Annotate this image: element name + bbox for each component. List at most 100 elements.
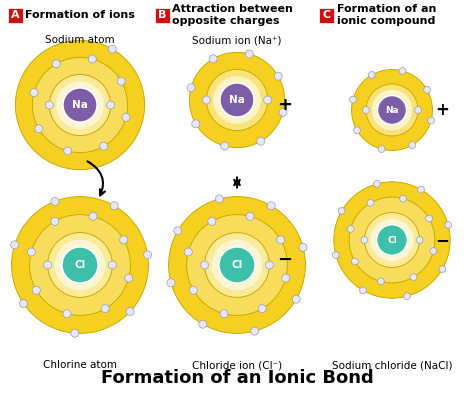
Circle shape <box>109 261 117 269</box>
Circle shape <box>365 213 419 267</box>
Circle shape <box>371 218 413 261</box>
Circle shape <box>52 60 60 68</box>
Circle shape <box>117 77 125 85</box>
Circle shape <box>415 107 421 113</box>
Circle shape <box>410 274 417 280</box>
Circle shape <box>169 197 305 333</box>
Text: A: A <box>11 10 19 20</box>
Circle shape <box>366 84 418 136</box>
Circle shape <box>64 147 72 155</box>
Text: B: B <box>158 10 166 20</box>
Circle shape <box>282 274 290 282</box>
Circle shape <box>416 237 423 243</box>
Circle shape <box>62 247 98 283</box>
Circle shape <box>187 214 287 315</box>
Circle shape <box>122 113 130 121</box>
Circle shape <box>144 251 152 259</box>
Circle shape <box>108 45 116 53</box>
Circle shape <box>119 236 128 244</box>
Circle shape <box>368 71 375 78</box>
Circle shape <box>51 217 59 226</box>
Circle shape <box>199 320 207 328</box>
Circle shape <box>189 286 197 294</box>
Circle shape <box>267 202 275 210</box>
Circle shape <box>19 299 27 308</box>
Circle shape <box>409 142 416 149</box>
Circle shape <box>125 274 133 282</box>
Circle shape <box>167 279 175 287</box>
Circle shape <box>11 197 148 333</box>
Circle shape <box>334 182 450 298</box>
Circle shape <box>46 101 54 109</box>
Text: Na: Na <box>385 105 399 115</box>
Circle shape <box>56 81 104 129</box>
Circle shape <box>51 198 59 205</box>
Circle shape <box>201 261 209 269</box>
Circle shape <box>219 247 255 283</box>
Circle shape <box>428 117 435 124</box>
Circle shape <box>30 89 38 97</box>
Circle shape <box>374 181 380 187</box>
Text: Formation of ions: Formation of ions <box>25 10 135 20</box>
Circle shape <box>15 40 145 169</box>
Circle shape <box>29 214 130 315</box>
Circle shape <box>363 107 369 113</box>
Circle shape <box>361 237 368 243</box>
FancyBboxPatch shape <box>8 8 22 23</box>
Circle shape <box>206 70 268 131</box>
Circle shape <box>292 295 300 303</box>
Circle shape <box>44 261 52 269</box>
Circle shape <box>426 215 432 222</box>
Circle shape <box>265 261 273 269</box>
Circle shape <box>190 53 284 148</box>
Circle shape <box>221 142 228 150</box>
Circle shape <box>47 233 112 297</box>
Circle shape <box>399 68 406 74</box>
Text: −: − <box>435 231 449 249</box>
Circle shape <box>202 96 210 104</box>
Circle shape <box>209 55 217 63</box>
Circle shape <box>367 199 374 206</box>
Circle shape <box>126 308 134 316</box>
Text: Sodium atom: Sodium atom <box>45 35 115 45</box>
Circle shape <box>205 233 269 297</box>
FancyBboxPatch shape <box>155 8 170 23</box>
Circle shape <box>372 90 412 130</box>
Text: Cl: Cl <box>387 235 397 245</box>
Circle shape <box>349 96 356 103</box>
Circle shape <box>257 137 265 145</box>
Circle shape <box>445 222 452 228</box>
Circle shape <box>220 310 228 318</box>
Circle shape <box>377 278 384 285</box>
Text: Na: Na <box>229 95 245 105</box>
Text: −: − <box>277 251 292 269</box>
Circle shape <box>89 213 97 220</box>
Circle shape <box>10 241 18 249</box>
Circle shape <box>430 248 437 254</box>
Circle shape <box>27 248 36 256</box>
Circle shape <box>220 83 254 117</box>
Text: Chloride ion (Cl⁻): Chloride ion (Cl⁻) <box>192 360 282 370</box>
Circle shape <box>32 57 128 152</box>
Circle shape <box>354 127 360 134</box>
Circle shape <box>32 286 40 294</box>
Circle shape <box>192 120 200 128</box>
Circle shape <box>35 125 43 133</box>
Text: +: + <box>435 101 449 119</box>
Circle shape <box>378 146 385 152</box>
Circle shape <box>378 96 406 124</box>
Circle shape <box>352 258 358 265</box>
Circle shape <box>424 87 430 93</box>
Circle shape <box>338 207 345 214</box>
Text: Cl: Cl <box>74 260 86 270</box>
Circle shape <box>332 252 339 258</box>
Circle shape <box>400 195 407 202</box>
Text: Chlorine atom: Chlorine atom <box>43 360 117 370</box>
Circle shape <box>212 240 262 290</box>
Circle shape <box>251 327 259 335</box>
Circle shape <box>88 55 96 63</box>
Circle shape <box>174 227 182 235</box>
Circle shape <box>279 108 287 116</box>
Text: Formation of an
ionic compound: Formation of an ionic compound <box>337 4 437 26</box>
Text: C: C <box>323 10 331 20</box>
